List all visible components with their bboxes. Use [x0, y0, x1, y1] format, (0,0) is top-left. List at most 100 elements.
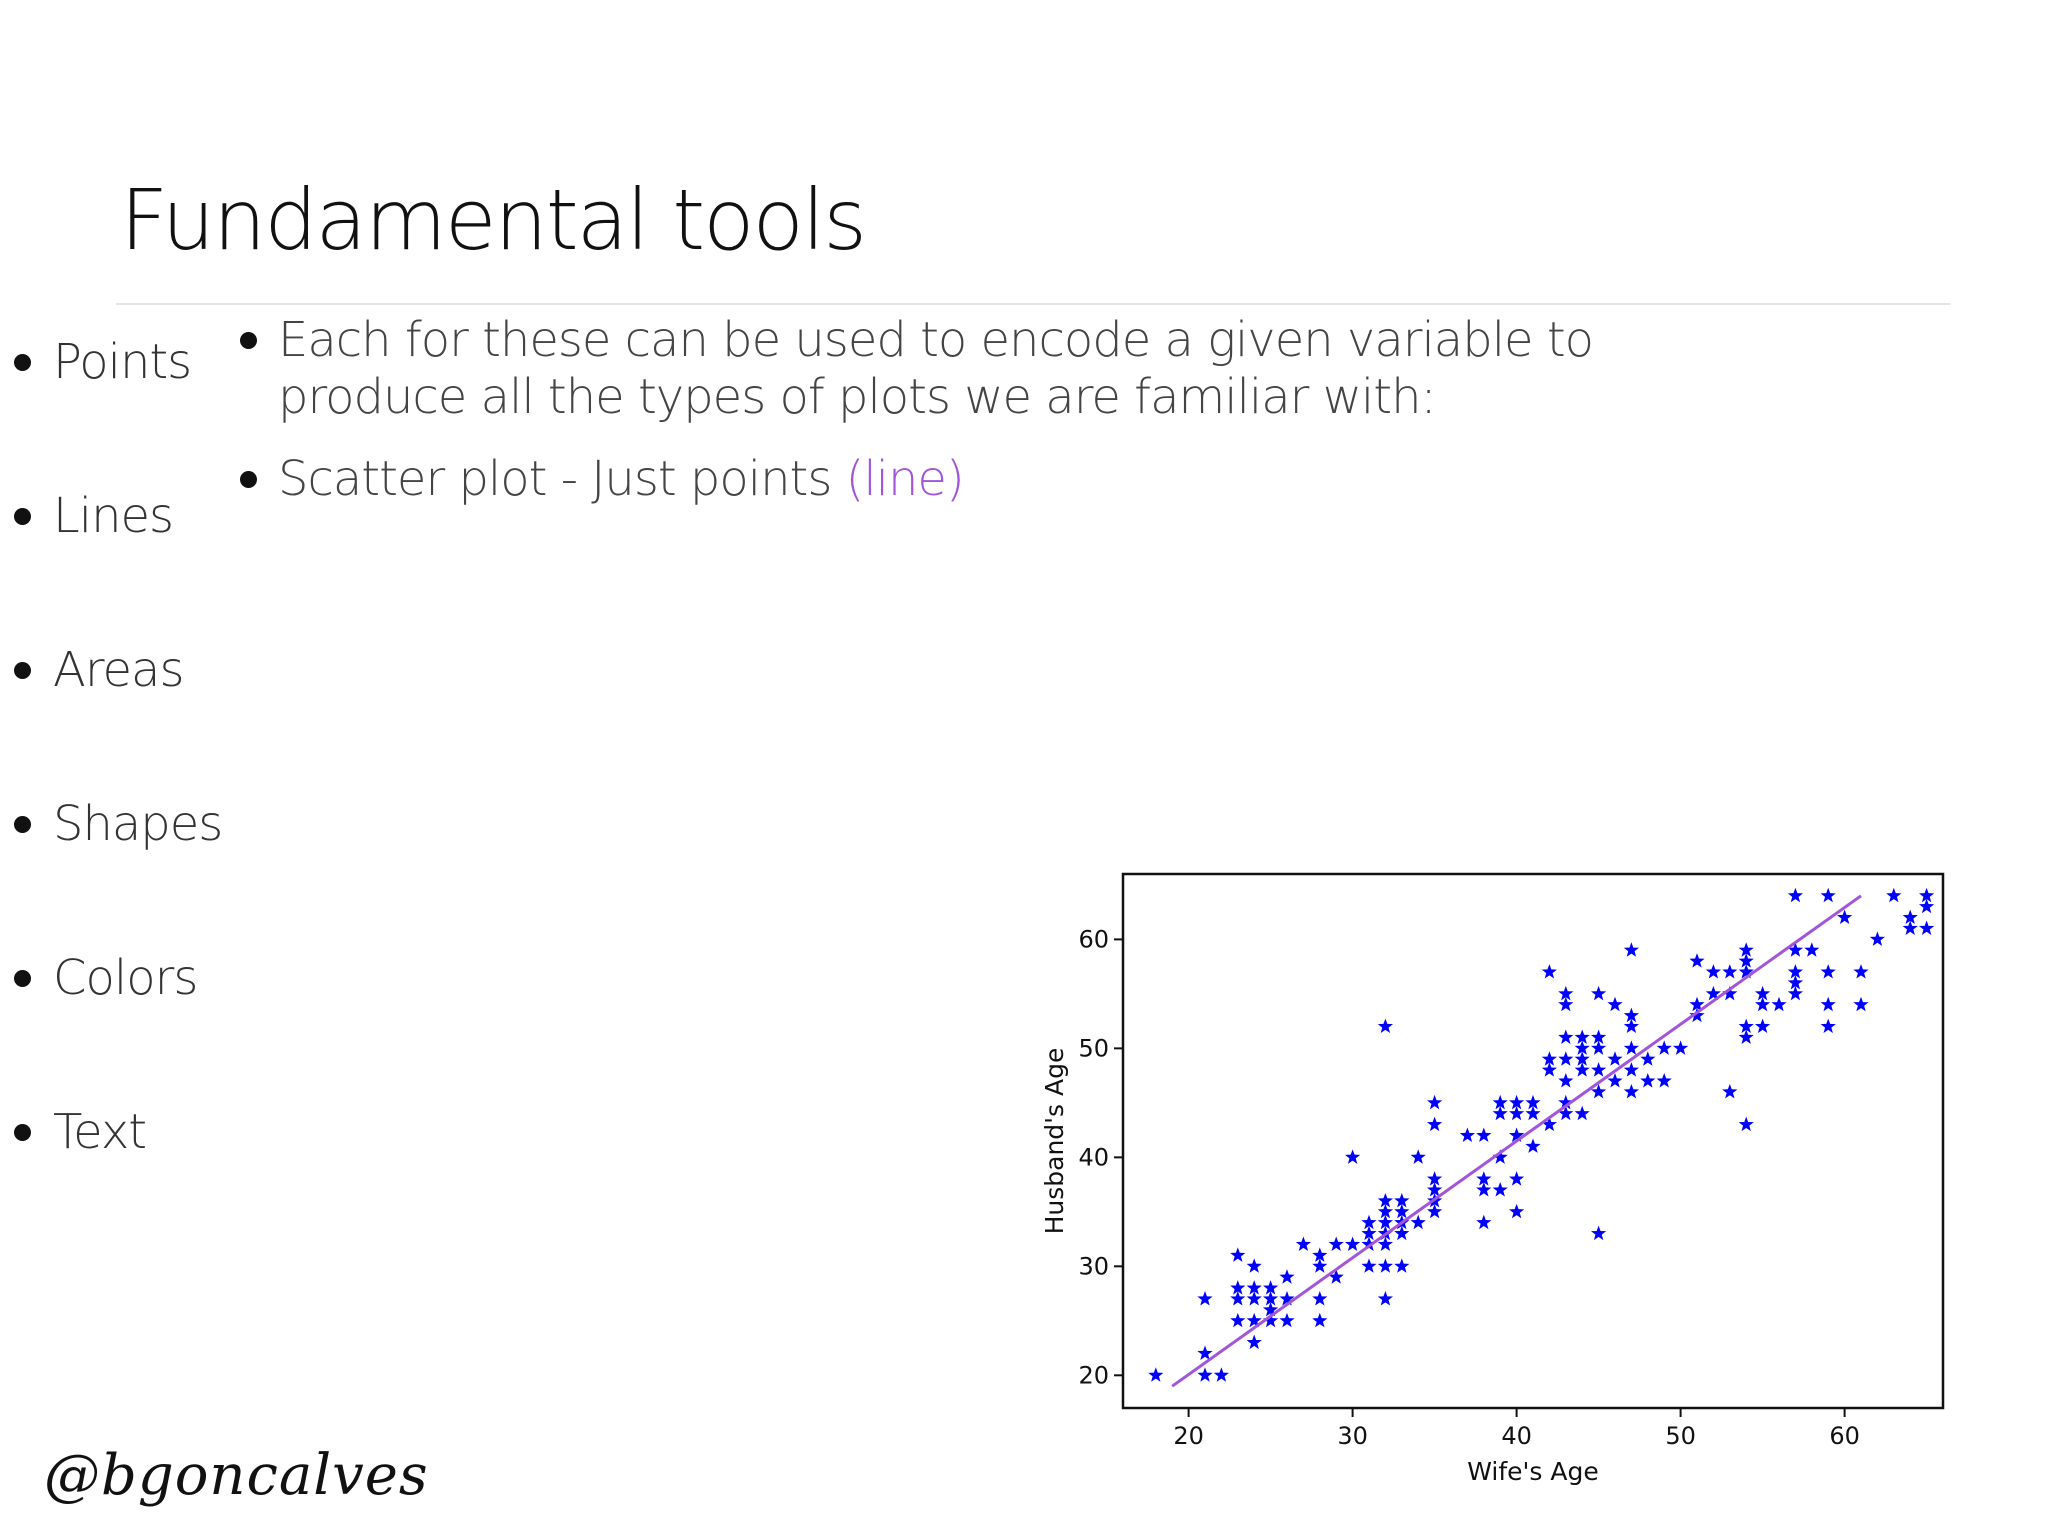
- bullet-icon: [14, 661, 31, 679]
- scatter-point: [1476, 1214, 1492, 1230]
- scatter-point: [1672, 1040, 1689, 1055]
- scatter-point: [1197, 1345, 1213, 1360]
- scatter-point: [1508, 1094, 1525, 1110]
- scatter-point: [1492, 1149, 1508, 1164]
- scatter-point: [1607, 1073, 1623, 1088]
- scatter-point: [1279, 1312, 1295, 1328]
- bullet-icon: [14, 353, 31, 371]
- scatter-point: [1295, 1236, 1312, 1251]
- scatter-point: [1377, 1192, 1394, 1208]
- scatter-point: [1722, 1083, 1738, 1099]
- scatter-point: [1820, 1018, 1836, 1034]
- scatter-point: [1738, 953, 1754, 968]
- explanation-list: Each for these can be used to encode a g…: [240, 312, 1640, 508]
- list-item-points: Points: [14, 338, 192, 386]
- scatter-point: [1344, 1149, 1361, 1164]
- scatter-point: [1918, 887, 1935, 903]
- scatter-point: [1426, 1094, 1443, 1110]
- scatter-point: [1738, 1018, 1754, 1034]
- scatter-point: [1262, 1291, 1279, 1306]
- scatter-point: [1574, 1040, 1590, 1055]
- scatter-point: [1394, 1192, 1410, 1208]
- scatter-point: [1738, 942, 1754, 957]
- scatter-point: [1312, 1312, 1328, 1328]
- scatter-point: [1623, 1083, 1640, 1099]
- y-tick-label: 30: [1078, 1252, 1109, 1280]
- scatter-point: [1148, 1367, 1164, 1382]
- scatter-point: [1394, 1225, 1410, 1241]
- scatter-point: [1377, 1214, 1394, 1230]
- scatter-point: [1230, 1291, 1246, 1306]
- scatter-point: [1836, 909, 1853, 925]
- scatter-point: [1558, 1051, 1574, 1066]
- scatter-point: [1902, 920, 1918, 935]
- scatter-point: [1689, 996, 1705, 1012]
- y-axis-ticks: 20 30 40 50 60: [1078, 925, 1123, 1389]
- scatter-point: [1459, 1127, 1476, 1143]
- scatter-point: [1361, 1225, 1377, 1241]
- scatter-point: [1623, 1007, 1640, 1023]
- bullet-icon: [14, 815, 31, 833]
- scatter-point: [1377, 1291, 1394, 1306]
- scatter-point: [1541, 1116, 1558, 1132]
- plot-frame: [1121, 872, 1945, 1410]
- fundamental-tools-list: Points Lines Areas Shapes Colors Text: [14, 0, 274, 1536]
- bullet-icon: [240, 471, 257, 488]
- scatter-point: [1787, 887, 1804, 903]
- list-item-label: Lines: [53, 488, 174, 544]
- scatter-point: [1607, 996, 1623, 1012]
- y-tick-label: 50: [1078, 1034, 1109, 1062]
- scatter-point: [1344, 1236, 1361, 1251]
- scatter-point: [1279, 1291, 1295, 1306]
- y-axis-label: Husband's Age: [1040, 1048, 1069, 1235]
- scatter-points: [1148, 887, 1935, 1382]
- scatter-point: [1787, 974, 1804, 990]
- scatter-point: [1246, 1312, 1262, 1328]
- x-axis-ticks: 20 30 40 50 60: [1173, 1408, 1860, 1450]
- scatter-point: [1230, 1312, 1246, 1328]
- scatter-point: [1640, 1073, 1656, 1088]
- scatter-point: [1377, 1203, 1394, 1219]
- list-item-shapes: Shapes: [14, 800, 223, 848]
- scatter-point: [1574, 1029, 1590, 1044]
- scatter-point: [1328, 1236, 1344, 1251]
- scatter-point: [1558, 985, 1574, 1001]
- scatter-point: [1230, 1247, 1246, 1262]
- scatter-point: [1590, 1029, 1607, 1044]
- scatter-point: [1525, 1138, 1541, 1153]
- scatter-point: [1262, 1312, 1279, 1328]
- scatter-point: [1574, 1105, 1590, 1121]
- scatter-point: [1410, 1214, 1426, 1230]
- scatter-point: [1689, 1007, 1705, 1023]
- scatter-point: [1738, 1029, 1754, 1044]
- x-tick-label: 60: [1829, 1422, 1860, 1450]
- scatter-point: [1738, 1116, 1754, 1132]
- scatter-point: [1640, 1051, 1656, 1066]
- scatter-point: [1476, 1171, 1492, 1186]
- line-accent-text: (line): [845, 451, 965, 507]
- scatter-point: [1590, 1040, 1607, 1055]
- scatter-point: [1426, 1171, 1443, 1186]
- scatter-point: [1771, 996, 1787, 1012]
- scatter-point: [1312, 1247, 1328, 1262]
- scatter-point: [1820, 996, 1836, 1012]
- scatter-point: [1787, 942, 1804, 957]
- bullet-icon: [14, 969, 31, 987]
- explanation-item-scatter: Scatter plot - Just points (line): [240, 451, 1640, 508]
- list-item-colors: Colors: [14, 954, 198, 1002]
- x-tick-label: 20: [1173, 1422, 1204, 1450]
- scatter-point: [1820, 887, 1836, 903]
- scatter-point: [1590, 1083, 1607, 1099]
- scatter-point: [1426, 1116, 1443, 1132]
- scatter-point: [1541, 1062, 1558, 1077]
- author-handle: @bgoncalves: [44, 1443, 429, 1508]
- scatter-point: [1787, 964, 1804, 979]
- scatter-point: [1738, 964, 1754, 979]
- y-tick-label: 60: [1078, 925, 1109, 953]
- scatter-point: [1492, 1094, 1508, 1110]
- scatter-point: [1246, 1291, 1262, 1306]
- scatter-point: [1541, 964, 1558, 979]
- scatter-point: [1476, 1182, 1492, 1197]
- scatter-point: [1574, 1051, 1590, 1066]
- scatter-point: [1869, 931, 1886, 946]
